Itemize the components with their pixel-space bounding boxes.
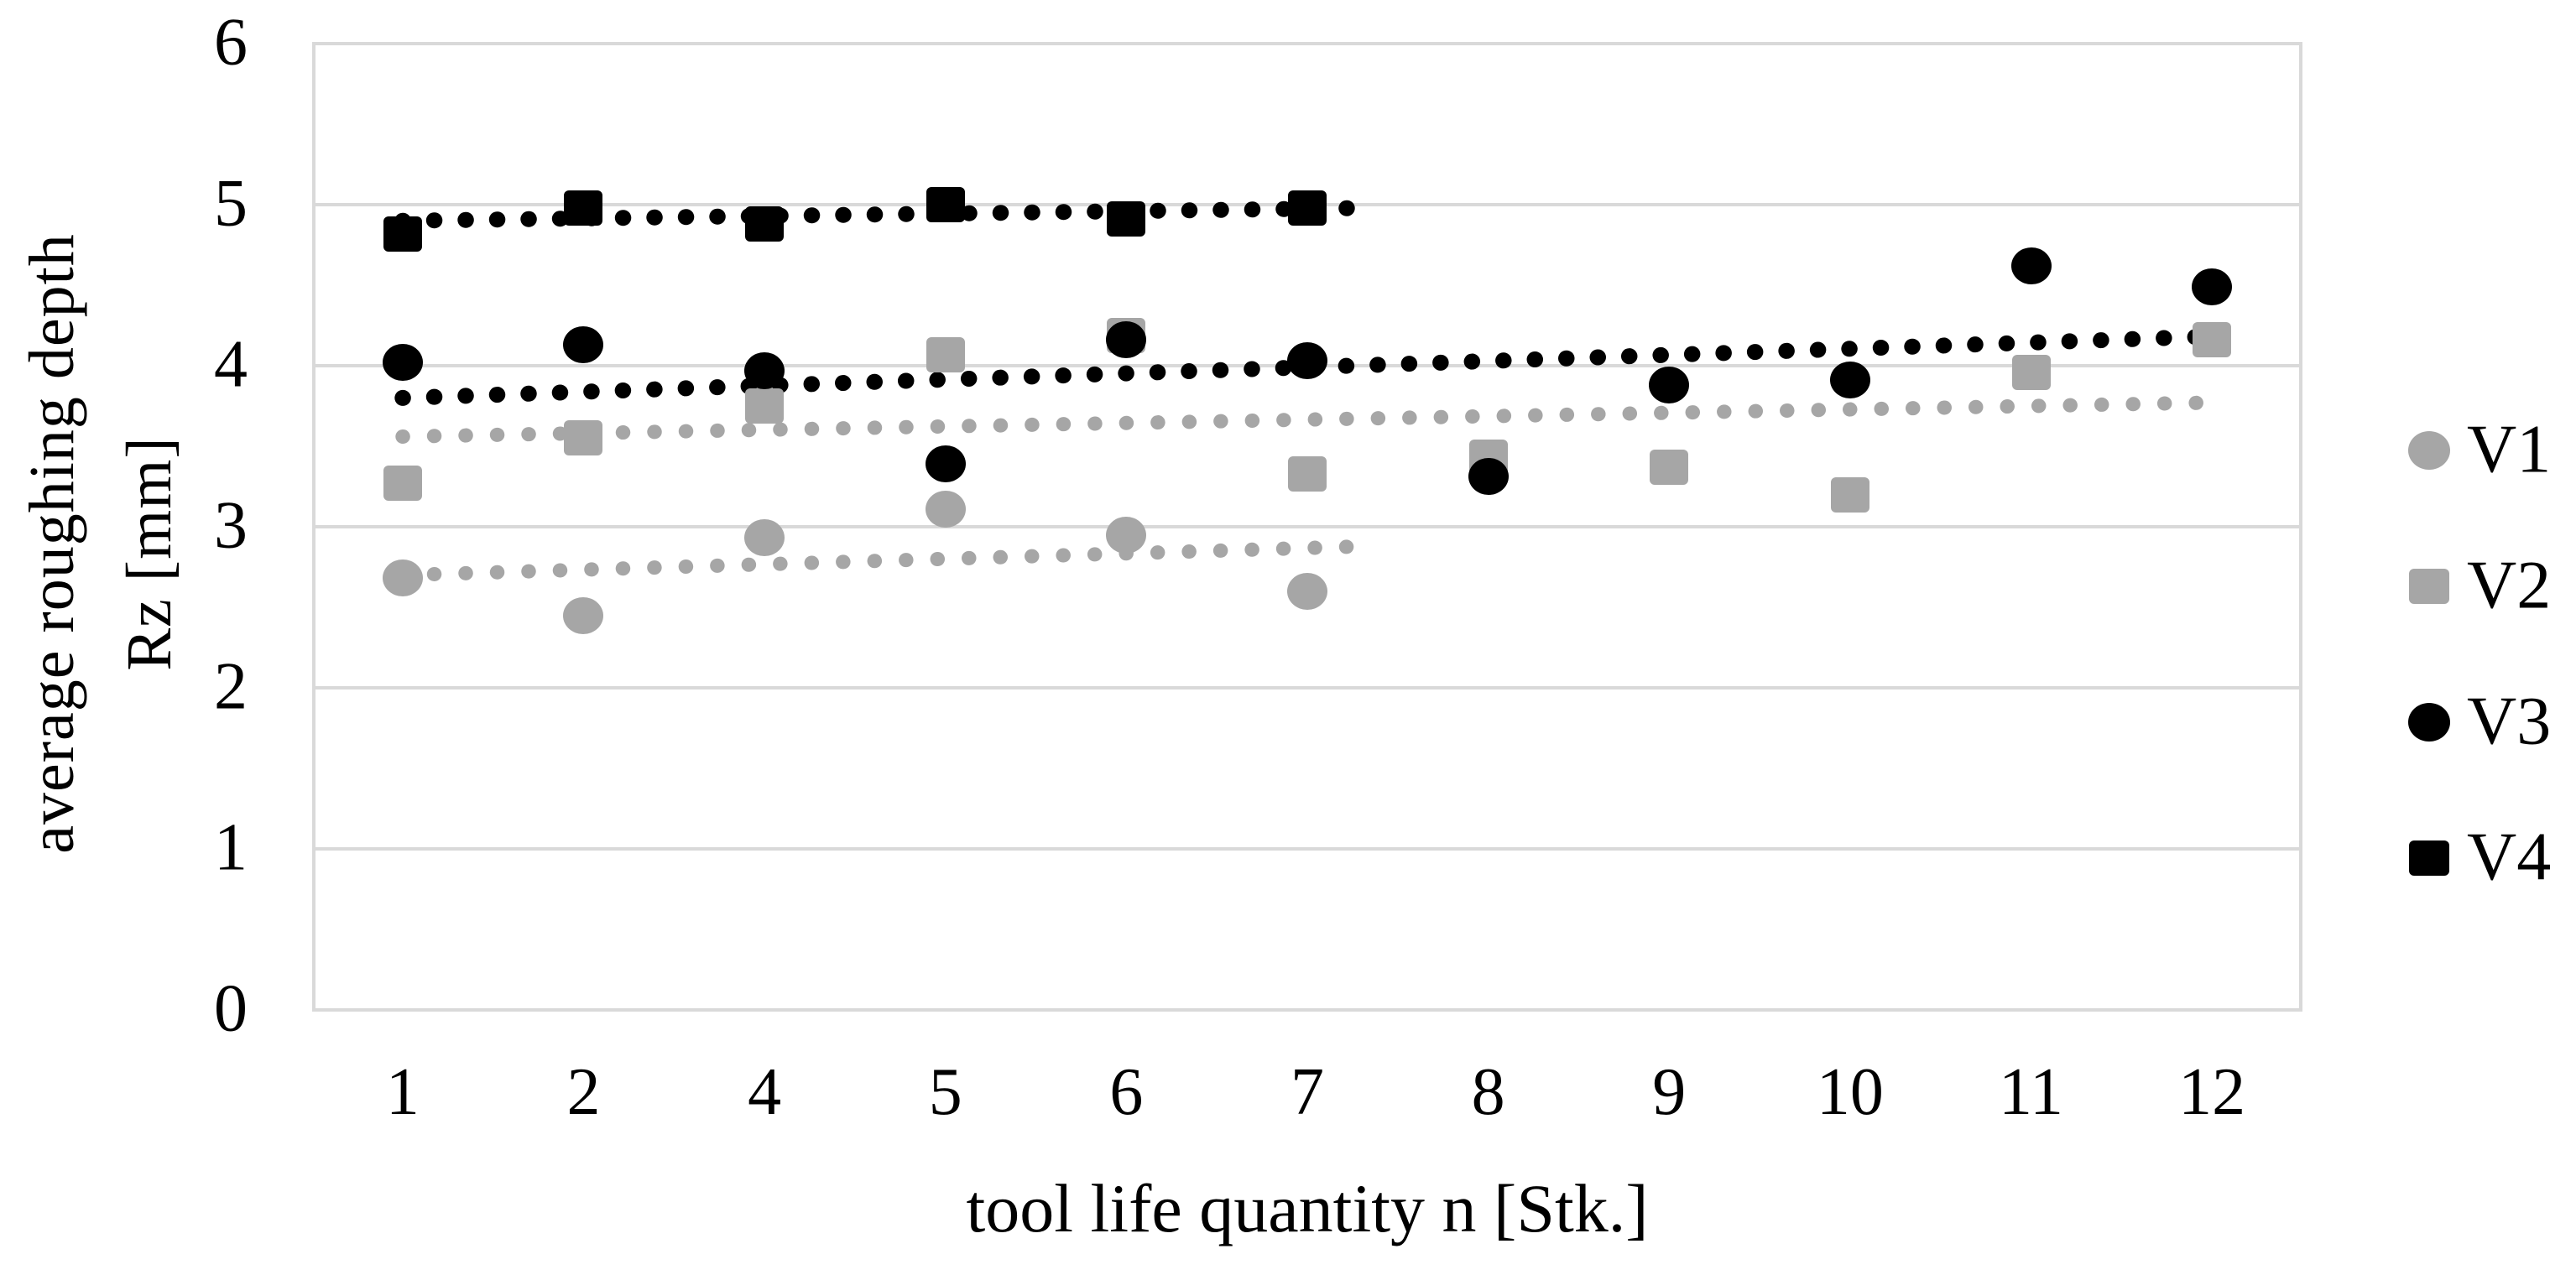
data-point-V3-5 xyxy=(925,445,966,483)
data-point-V4-5 xyxy=(926,187,965,222)
data-point-V3-2 xyxy=(563,326,604,364)
x-tick-label-12: 12 xyxy=(2178,1055,2246,1129)
data-point-V2-11 xyxy=(2011,354,2051,390)
trendlines-layer xyxy=(394,200,2211,583)
data-point-V4-6 xyxy=(1107,201,1146,237)
x-tick-label-10: 10 xyxy=(1816,1055,1884,1129)
data-point-V3-9 xyxy=(1649,367,1690,404)
data-point-V2-7 xyxy=(1288,455,1327,492)
legend-square-icon xyxy=(2409,569,2449,604)
trendline-V4 xyxy=(394,200,1379,229)
y-tick-label-1: 1 xyxy=(214,810,248,885)
data-point-V2-4 xyxy=(745,388,785,424)
x-tick-label-9: 9 xyxy=(1652,1055,1687,1129)
x-tick-label-4: 4 xyxy=(748,1055,782,1129)
x-tick-label-6: 6 xyxy=(1109,1055,1144,1129)
data-point-V1-2 xyxy=(563,596,604,634)
x-tick-label-2: 2 xyxy=(566,1055,601,1129)
y-tick-label-2: 2 xyxy=(214,649,248,724)
data-point-V3-12 xyxy=(2192,268,2233,305)
data-point-V4-7 xyxy=(1288,190,1327,226)
legend-label-V4: V4 xyxy=(2467,818,2552,895)
x-tick-label-5: 5 xyxy=(928,1055,962,1129)
x-tick-label-1: 1 xyxy=(385,1055,420,1129)
data-point-V3-10 xyxy=(1829,362,1870,399)
gridline-y2 xyxy=(312,686,2302,690)
data-point-V3-8 xyxy=(1468,458,1509,496)
legend-label-V2: V2 xyxy=(2467,546,2552,623)
gridline-y3 xyxy=(312,525,2302,528)
data-point-V1-6 xyxy=(1106,516,1147,554)
plot-area xyxy=(312,42,2302,1012)
plot-border-right xyxy=(2299,44,2302,1010)
y-axis-title-line1: average roughing depth xyxy=(17,233,87,854)
legend-label-V3: V3 xyxy=(2467,682,2552,759)
data-point-V3-6 xyxy=(1106,321,1147,359)
trendline-V2 xyxy=(395,395,2210,444)
data-point-V2-1 xyxy=(383,466,422,502)
gridline-y0 xyxy=(312,1008,2302,1012)
legend-square-icon xyxy=(2409,840,2449,876)
data-point-V1-4 xyxy=(744,519,785,557)
legend-circle-icon xyxy=(2408,703,2450,742)
legend-circle-icon xyxy=(2408,431,2450,470)
x-axis-title: tool life quantity n [Stk.] xyxy=(966,1170,1649,1246)
data-point-V1-1 xyxy=(382,559,423,597)
data-point-V3-1 xyxy=(382,344,423,382)
y-tick-label-5: 5 xyxy=(214,166,248,241)
x-tick-label-11: 11 xyxy=(1999,1055,2064,1129)
data-point-V3-4 xyxy=(744,351,785,389)
y-tick-label-3: 3 xyxy=(214,488,248,563)
data-point-V2-2 xyxy=(564,420,603,456)
data-point-V4-2 xyxy=(564,190,603,226)
data-point-V2-9 xyxy=(1650,449,1689,485)
x-tick-label-8: 8 xyxy=(1471,1055,1505,1129)
legend-label-V1: V1 xyxy=(2467,410,2552,487)
gridline-y6 xyxy=(312,42,2302,45)
trendline-V1 xyxy=(395,539,1378,583)
gridline-y1 xyxy=(312,847,2302,851)
data-point-V1-5 xyxy=(925,490,966,528)
data-point-V2-12 xyxy=(2193,322,2232,358)
plot-border-left xyxy=(312,44,315,1010)
data-point-V4-1 xyxy=(383,216,422,252)
data-point-V4-4 xyxy=(745,206,785,242)
y-tick-label-6: 6 xyxy=(214,5,248,80)
y-tick-label-0: 0 xyxy=(214,971,248,1046)
data-point-V3-11 xyxy=(2010,247,2052,284)
y-tick-label-4: 4 xyxy=(214,327,248,402)
x-tick-label-7: 7 xyxy=(1291,1055,1324,1129)
data-point-V1-7 xyxy=(1287,572,1327,610)
data-point-V2-10 xyxy=(1830,476,1869,513)
data-point-V2-5 xyxy=(926,336,965,372)
data-point-V3-7 xyxy=(1287,342,1327,380)
